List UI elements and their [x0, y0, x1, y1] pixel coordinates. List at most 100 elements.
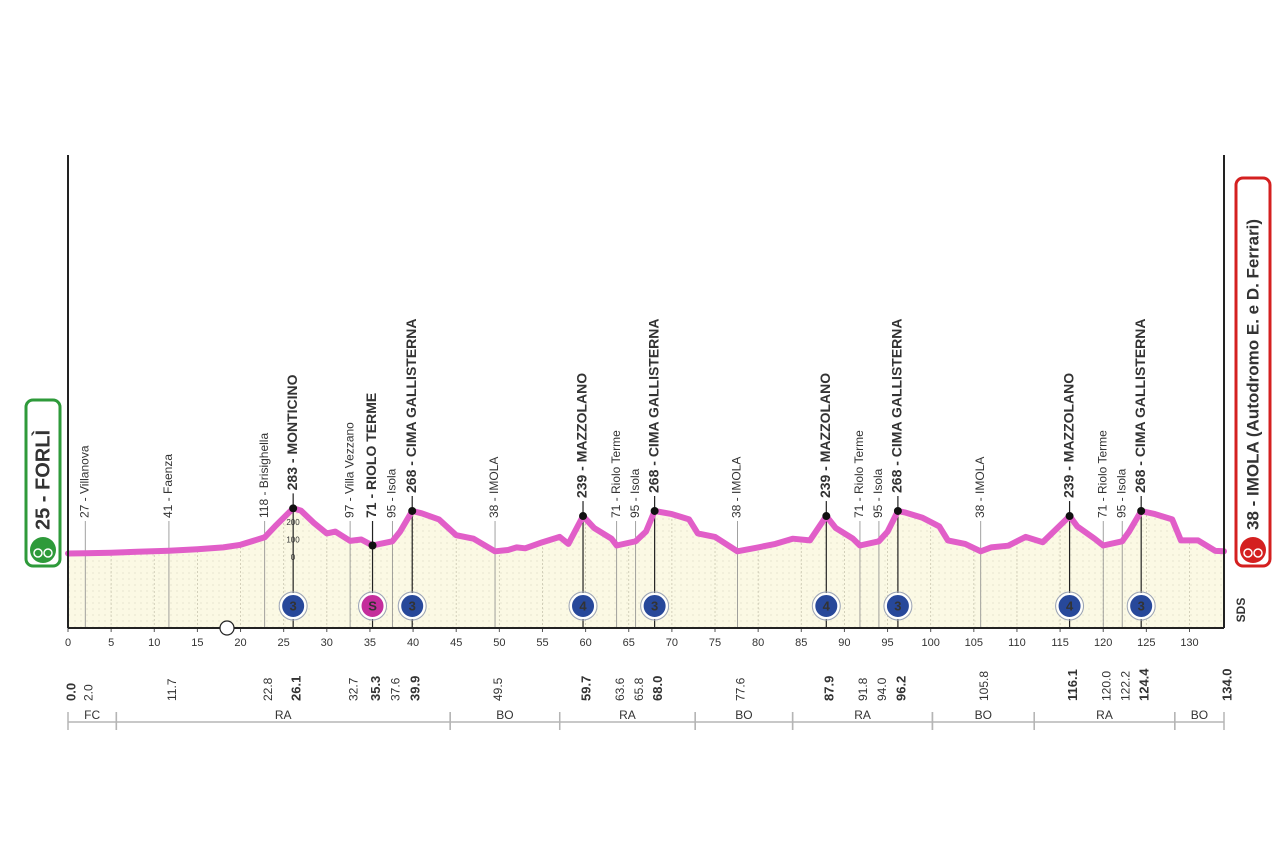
climb-badge — [280, 593, 307, 619]
finish-icon — [1240, 537, 1266, 563]
climb-badge — [884, 593, 911, 619]
km-label: 91.8 — [856, 677, 870, 701]
x-tick-label: 110 — [1008, 637, 1026, 649]
climb-badge-ring — [640, 591, 670, 621]
climb-badge — [570, 593, 597, 619]
km-label: 11.7 — [165, 678, 179, 701]
x-tick-label: 125 — [1137, 637, 1155, 649]
region-name: RA — [854, 708, 871, 722]
climb-badge — [359, 593, 386, 619]
x-tick-label: 80 — [752, 637, 764, 649]
waypoint-name: 268 - CIMA GALLISTERNA — [889, 318, 905, 493]
km-label: 120.0 — [1099, 671, 1113, 701]
waypoint-name: 95 - Isola — [871, 468, 885, 518]
sprint-icon — [219, 620, 235, 636]
region-name: RA — [1096, 708, 1113, 722]
summit-dot — [408, 506, 417, 515]
km-label: 22.8 — [261, 677, 275, 701]
waypoint-name: 95 - Isola — [385, 468, 399, 518]
km-label: 32.7 — [346, 677, 360, 701]
x-tick-label: 85 — [795, 637, 807, 649]
climb-badge-label: S — [368, 598, 377, 613]
km-label: 68.0 — [650, 676, 665, 701]
km-label: 116.1 — [1065, 669, 1080, 701]
start-icon-wheel — [33, 548, 43, 558]
x-tick-label: 90 — [838, 637, 850, 649]
climb-badge-ring — [1126, 591, 1156, 621]
x-tick-label: 65 — [623, 637, 635, 649]
finish-icon-wheel — [1253, 548, 1263, 558]
climb-badge-label: 3 — [651, 598, 658, 613]
climb-badge-label: 3 — [1138, 598, 1145, 613]
x-tick-label: 130 — [1180, 637, 1198, 649]
waypoint-name: 239 - MAZZOLANO — [817, 373, 833, 498]
x-tick-label: 55 — [536, 637, 548, 649]
x-tick-label: 40 — [407, 637, 419, 649]
climb-badge-ring — [358, 591, 388, 621]
summit-dot — [368, 541, 377, 550]
km-label: 37.6 — [389, 677, 403, 701]
km-label: 39.9 — [408, 676, 423, 701]
km-label: 77.6 — [734, 677, 748, 701]
y-tick-label: 100 — [286, 536, 300, 545]
climb-badge — [1056, 593, 1083, 619]
region-name: BO — [975, 708, 992, 722]
climb-badge — [399, 593, 426, 619]
summit-dot — [650, 506, 659, 515]
waypoint-name: 268 - CIMA GALLISTERNA — [403, 318, 419, 492]
climb-badge-ring — [1055, 591, 1085, 621]
waypoint-name: 71 - Riolo Terme — [1095, 430, 1109, 518]
waypoint-name: 71 - RIOLO TERME — [363, 393, 379, 518]
region-name: BO — [735, 708, 752, 722]
summit-dot — [1065, 512, 1074, 521]
km-label: 26.1 — [289, 676, 304, 701]
km-label: 0.0 — [63, 683, 78, 701]
waypoint-name: 118 - Brisighella — [257, 433, 271, 518]
x-tick-label: 35 — [364, 637, 376, 649]
y-tick-label: 200 — [286, 518, 300, 527]
climb-badge-ring — [568, 591, 598, 621]
region-name: RA — [619, 708, 636, 722]
climb-badge-label: 3 — [290, 598, 297, 613]
x-tick-label: 45 — [450, 637, 462, 649]
summit-dot — [1137, 506, 1146, 515]
km-label: 59.7 — [578, 676, 593, 701]
summit-dot — [893, 506, 902, 515]
summit-dot — [289, 504, 298, 513]
start-icon-wheel — [43, 548, 53, 558]
waypoint-name: 95 - Isola — [1114, 468, 1128, 518]
km-label: 122.2 — [1118, 671, 1132, 701]
x-tick-label: 10 — [148, 637, 160, 649]
summit-dot — [822, 512, 831, 521]
x-tick-label: 105 — [965, 637, 983, 649]
finish-flag — [1234, 176, 1272, 568]
x-tick-label: 120 — [1094, 637, 1112, 649]
x-tick-label: 50 — [493, 637, 505, 649]
km-label: 87.9 — [822, 676, 837, 701]
climb-badge-label: 4 — [579, 598, 587, 613]
profile-line — [65, 505, 1227, 557]
x-tick-label: 15 — [191, 637, 203, 649]
region-name: BO — [496, 708, 513, 722]
waypoint-name: 38 - IMOLA — [730, 457, 744, 518]
summit-dot — [579, 512, 588, 521]
km-label: 65.8 — [632, 677, 646, 701]
climb-badge-ring — [397, 591, 427, 621]
waypoint-name: 239 - MAZZOLANO — [1060, 373, 1076, 498]
x-tick-label: 70 — [666, 637, 678, 649]
x-tick-label: 100 — [922, 637, 940, 649]
waypoint-name: 71 - Riolo Terme — [609, 430, 623, 518]
km-label: 96.2 — [893, 676, 908, 701]
climb-badge-label: 3 — [409, 598, 416, 613]
waypoint-name: 38 - IMOLA — [973, 457, 987, 518]
climb-badge-label: 3 — [894, 598, 901, 613]
finish-name: 38 - IMOLA (Autodromo E. e D. Ferrari) — [1243, 219, 1262, 530]
km-label: 94.0 — [875, 677, 889, 701]
climb-badge-ring — [278, 591, 308, 621]
waypoint-name: 268 - CIMA GALLISTERNA — [1132, 318, 1148, 493]
start-name: 25 - FORLÌ — [31, 430, 54, 530]
km-label: 124.4 — [1137, 668, 1152, 701]
sponsor: SDS — [1234, 598, 1248, 623]
waypoint-name: 38 - IMOLA — [487, 457, 501, 518]
